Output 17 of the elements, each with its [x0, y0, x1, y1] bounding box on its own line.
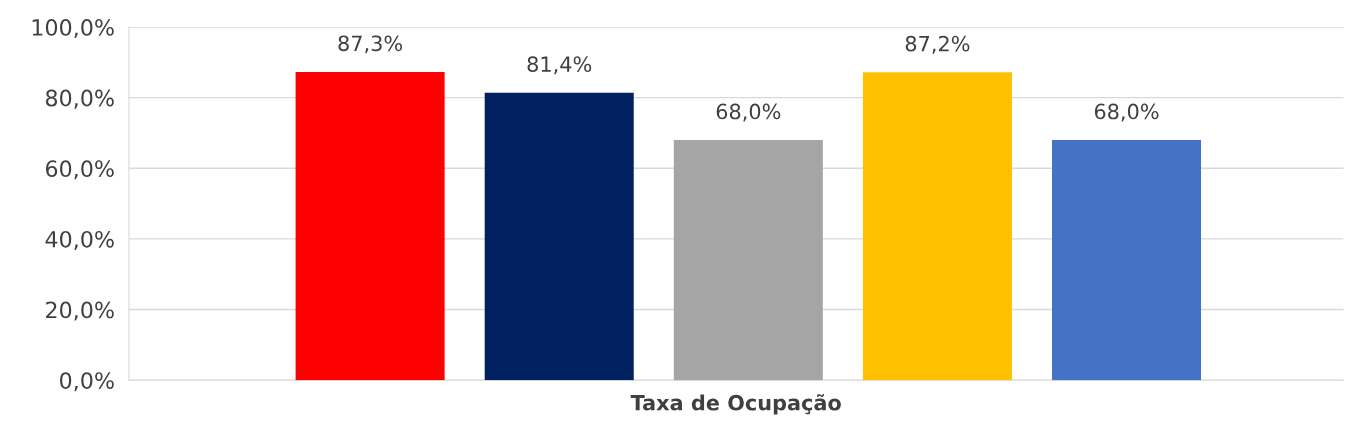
y-tick-label: 20,0%	[46, 301, 114, 321]
bar	[484, 92, 634, 381]
data-label: 81,4%	[527, 56, 592, 75]
y-tick-label: 80,0%	[45, 89, 114, 109]
y-tick-label: 0,0%	[60, 372, 114, 392]
data-label: 87,3%	[338, 35, 403, 54]
bar	[673, 140, 823, 381]
bar	[295, 71, 445, 381]
x-tick-label: Taxa de Ocupação	[630, 394, 841, 415]
bar	[1052, 140, 1202, 381]
data-label: 68,0%	[1094, 103, 1159, 122]
y-tick-label: 60,0%	[45, 160, 114, 180]
data-label: 87,2%	[905, 35, 970, 54]
bar	[862, 72, 1012, 381]
data-label: 68,0%	[716, 103, 781, 122]
y-tick-label: 100,0%	[32, 18, 114, 39]
y-tick-label: 40,0%	[45, 230, 114, 250]
